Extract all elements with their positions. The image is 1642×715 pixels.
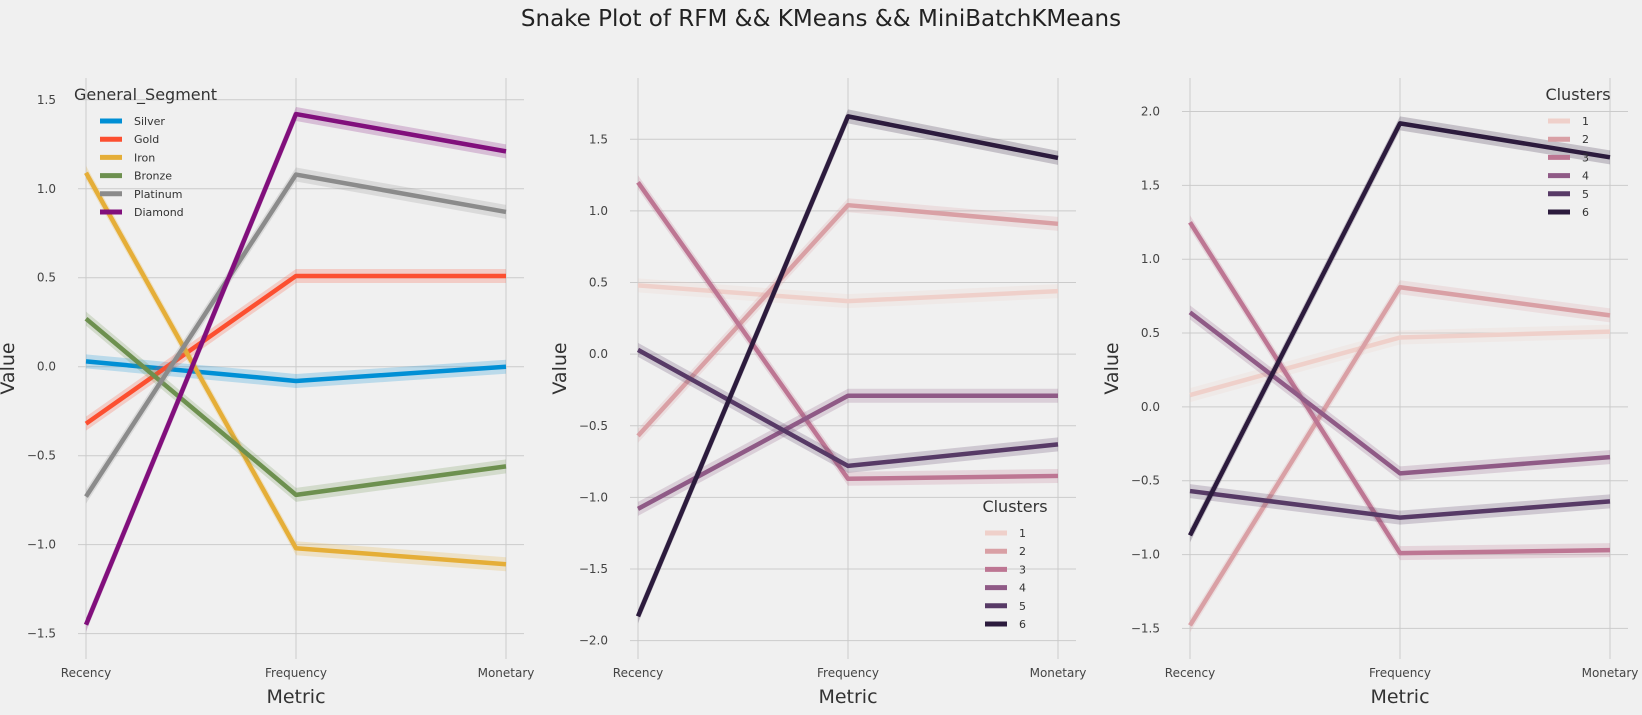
y-tick-label: −2.0 (579, 634, 608, 648)
x-axis-label: Metric (1370, 686, 1429, 708)
x-tick-label: Recency (61, 666, 111, 680)
y-tick-label: 2.0 (1141, 105, 1160, 119)
legend-entry-label: 6 (1019, 618, 1026, 631)
y-tick-label: −1.5 (27, 627, 56, 641)
y-tick-label: −1.5 (579, 562, 608, 576)
legend-entry-label: 1 (1019, 527, 1026, 540)
y-tick-label: −0.5 (579, 419, 608, 433)
x-tick-label: Recency (1165, 666, 1215, 680)
legend-entry-label: 2 (1019, 545, 1026, 558)
legend-title: Clusters (1545, 85, 1610, 104)
series-band-silver (86, 354, 506, 388)
legend-entry-label: 4 (1019, 582, 1026, 595)
subplot-3: −1.5 −1.0 −0.5 0.0 0.5 1.0 1.5 2.0 Recency Freque… (1101, 78, 1638, 708)
y-tick-label: 0.0 (589, 347, 608, 361)
x-tick-label: Recency (613, 666, 663, 680)
legend-entry-label: 5 (1019, 600, 1026, 613)
subplot-2: −2.0 −1.5 −1.0 −0.5 0.0 0.5 1.0 1.5 Recency Frequ… (549, 78, 1086, 708)
y-tick-label: 1.5 (1141, 178, 1160, 192)
legend-entry-label: Platinum (134, 188, 182, 201)
legend-entry-label: 5 (1582, 188, 1589, 201)
legend-entry-label: 4 (1582, 170, 1589, 183)
y-axis-label: Value (1101, 342, 1123, 394)
legend-entry-label: 3 (1019, 563, 1026, 576)
series-band-2 (638, 198, 1058, 443)
y-tick-label: 1.0 (1141, 252, 1160, 266)
y-tick-label: −1.0 (579, 490, 608, 504)
x-tick-label: Frequency (1369, 666, 1431, 680)
figure-title: Snake Plot of RFM && KMeans && MiniBatch… (521, 6, 1121, 32)
legend-entry-label: 2 (1582, 133, 1589, 146)
series-band-4 (638, 388, 1058, 516)
series-band-2 (1190, 280, 1610, 633)
y-tick-label: 1.0 (37, 182, 56, 196)
subplot-1: −1.5 −1.0 −0.5 0.0 0.5 1.0 1.5 Recency Frequency… (0, 78, 534, 708)
legend-entry-label: Diamond (134, 206, 184, 219)
series-band-platinum (86, 167, 506, 504)
y-tick-label: −0.5 (1131, 474, 1160, 488)
legend-entry-label: 3 (1582, 151, 1589, 164)
x-tick-label: Frequency (817, 666, 879, 680)
x-axis-label: Metric (266, 686, 325, 708)
y-tick-label: 1.5 (37, 93, 56, 107)
y-axis-label: Value (549, 342, 571, 394)
legend-entry-label: Silver (134, 115, 165, 128)
legend-entry-label: 1 (1582, 115, 1589, 128)
x-tick-label: Frequency (265, 666, 327, 680)
legend-title: General_Segment (74, 85, 217, 105)
legend: Clusters 1 2 3 4 5 6 (982, 497, 1047, 631)
series-band-5 (1190, 484, 1610, 525)
legend-entry-label: Bronze (134, 170, 172, 183)
y-tick-label: 1.5 (589, 132, 608, 146)
legend-entry-label: 6 (1582, 206, 1589, 219)
legend: General_Segment Silver Gold Iron Bronze Plati… (74, 85, 217, 219)
x-tick-label: Monetary (1030, 666, 1087, 680)
y-tick-label: 0.0 (37, 360, 56, 374)
y-tick-label: −1.0 (27, 538, 56, 552)
y-tick-label: −0.5 (27, 449, 56, 463)
y-tick-label: 0.0 (1141, 400, 1160, 414)
legend-entry-label: Gold (134, 133, 159, 146)
series-band-4 (1190, 305, 1610, 481)
y-axis-label: Value (0, 342, 19, 394)
y-tick-label: 0.5 (37, 271, 56, 285)
y-tick-label: 0.5 (589, 276, 608, 290)
x-axis-label: Metric (818, 686, 877, 708)
y-tick-label: −1.0 (1131, 548, 1160, 562)
legend: Clusters 1 2 3 4 5 6 (1545, 85, 1610, 219)
legend-title: Clusters (982, 497, 1047, 516)
x-tick-label: Monetary (1582, 666, 1639, 680)
x-tick-label: Monetary (478, 666, 535, 680)
y-tick-label: 0.5 (1141, 326, 1160, 340)
y-tick-label: 1.0 (589, 204, 608, 218)
series-band-1 (638, 278, 1058, 309)
y-tick-label: −1.5 (1131, 621, 1160, 635)
legend-entry-label: Iron (134, 151, 155, 164)
